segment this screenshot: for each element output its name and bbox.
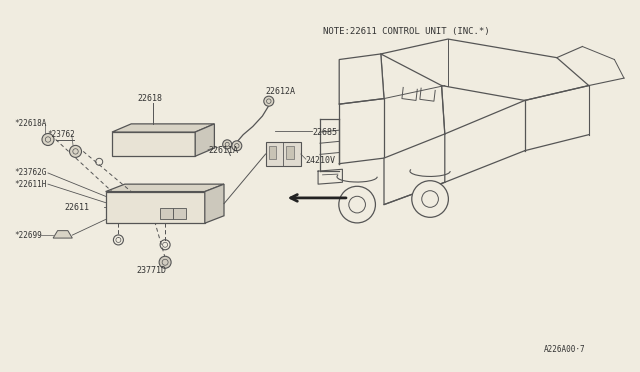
Circle shape bbox=[232, 141, 242, 151]
Text: *23762G: *23762G bbox=[14, 169, 47, 177]
Polygon shape bbox=[287, 146, 294, 158]
Polygon shape bbox=[112, 124, 214, 132]
Polygon shape bbox=[106, 192, 205, 223]
Polygon shape bbox=[357, 89, 367, 95]
Circle shape bbox=[223, 140, 232, 149]
Polygon shape bbox=[351, 91, 383, 97]
Polygon shape bbox=[269, 146, 276, 158]
Text: 22612A: 22612A bbox=[266, 87, 296, 96]
Polygon shape bbox=[381, 39, 589, 100]
Polygon shape bbox=[384, 134, 445, 205]
Polygon shape bbox=[266, 142, 301, 166]
Text: NOTE:22611 CONTROL UNIT (INC.*): NOTE:22611 CONTROL UNIT (INC.*) bbox=[323, 27, 490, 36]
Text: *22618A: *22618A bbox=[14, 119, 47, 128]
Circle shape bbox=[264, 96, 274, 106]
Circle shape bbox=[42, 134, 54, 145]
Circle shape bbox=[159, 256, 171, 268]
Polygon shape bbox=[205, 184, 224, 223]
Polygon shape bbox=[112, 132, 195, 156]
Text: 22618: 22618 bbox=[137, 94, 163, 103]
Polygon shape bbox=[106, 184, 224, 192]
Polygon shape bbox=[160, 208, 173, 219]
Text: *23762: *23762 bbox=[47, 130, 75, 139]
Polygon shape bbox=[351, 86, 378, 97]
Text: 22611: 22611 bbox=[65, 203, 90, 212]
Polygon shape bbox=[339, 54, 384, 104]
Polygon shape bbox=[195, 124, 214, 156]
Text: 24210V: 24210V bbox=[306, 156, 336, 165]
Circle shape bbox=[412, 181, 449, 217]
Polygon shape bbox=[173, 208, 186, 219]
Text: 22685: 22685 bbox=[312, 128, 337, 137]
Text: A226A00·7: A226A00·7 bbox=[544, 345, 586, 354]
Text: 22611A: 22611A bbox=[208, 146, 238, 155]
Text: 23771D: 23771D bbox=[136, 266, 166, 275]
Circle shape bbox=[70, 145, 81, 157]
Text: *22611H: *22611H bbox=[14, 180, 47, 189]
Polygon shape bbox=[53, 231, 72, 238]
Text: *22699: *22699 bbox=[14, 231, 42, 240]
Circle shape bbox=[339, 186, 376, 223]
